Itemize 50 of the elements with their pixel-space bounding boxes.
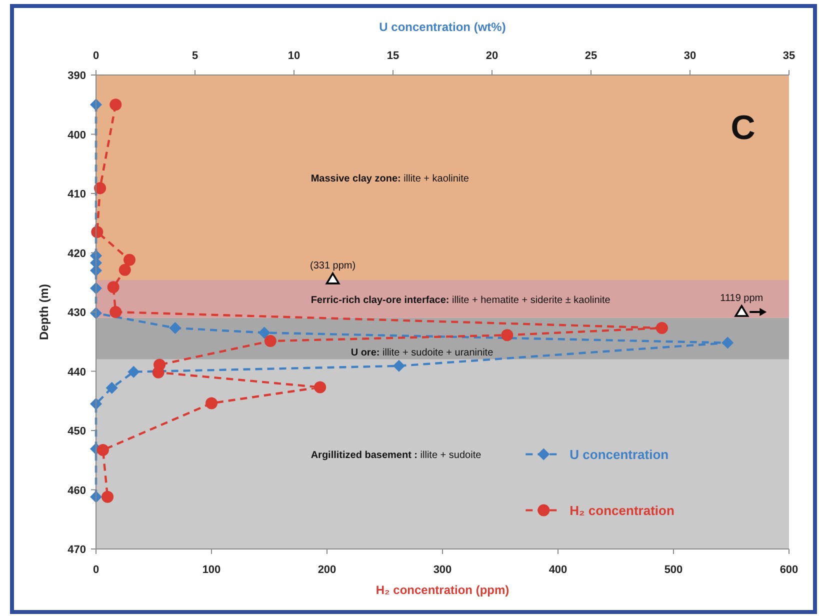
- annotation: C: [730, 109, 756, 147]
- x-tick-label: 0: [92, 564, 100, 576]
- point: [102, 490, 114, 503]
- y-tick-label: 450: [68, 426, 86, 438]
- y-tick-label: 430: [68, 307, 86, 319]
- x2-tick-label: 0: [92, 50, 100, 62]
- legend-label: H₂ concentration: [570, 503, 674, 518]
- x-tick-label: 200: [318, 564, 336, 576]
- point: [96, 444, 109, 456]
- point: [94, 182, 106, 194]
- y-tick-label: 400: [68, 129, 86, 142]
- point: [110, 98, 122, 111]
- point: [314, 381, 326, 394]
- x2-tick-label: 35: [782, 50, 796, 62]
- band-label: Argillitized basement : illite + sudoite: [310, 450, 482, 462]
- y-tick-label: 440: [68, 366, 86, 378]
- x-tick-label: 400: [548, 564, 568, 576]
- x2-tick-label: 15: [386, 50, 400, 62]
- band-label: Massive clay zone: illite + kaolinite: [310, 174, 470, 185]
- x-axis-title: H₂ concentration (ppm): [376, 583, 510, 597]
- x2-tick-label: 25: [584, 50, 598, 62]
- point: [656, 322, 668, 334]
- x-tick-label: 600: [780, 564, 798, 576]
- band-label: U ore: illite + sudoite + uraninite: [350, 348, 494, 359]
- annotation: (331 ppm): [310, 260, 356, 272]
- point: [123, 254, 136, 266]
- point: [118, 264, 131, 276]
- point: [206, 397, 218, 410]
- y-tick-label: 460: [68, 484, 86, 497]
- x2-tick-label: 5: [192, 50, 198, 62]
- y-tick-label: 390: [68, 70, 86, 82]
- point: [501, 329, 514, 342]
- y-tick-label: 410: [68, 188, 86, 200]
- x2-axis-title: U concentration (wt%): [379, 20, 506, 34]
- x2-tick-label: 20: [486, 50, 498, 62]
- x2-tick-label: 10: [288, 50, 300, 62]
- x-tick-label: 100: [202, 564, 221, 576]
- point: [107, 281, 120, 294]
- point: [91, 226, 104, 238]
- y-tick-label: 470: [68, 544, 86, 556]
- annotation: 1119 ppm: [720, 293, 764, 304]
- x-tick-label: 500: [664, 564, 683, 576]
- x2-tick-label: 30: [684, 50, 696, 62]
- x-tick-label: 300: [433, 564, 452, 576]
- point: [110, 306, 122, 318]
- band-label: Ferric-rich clay-ore interface: illite + hematite + siderite ± kaolinite: [310, 294, 611, 306]
- y-axis-title: Depth (m): [37, 284, 51, 340]
- legend-label: U concentration: [570, 447, 669, 462]
- point: [264, 335, 276, 348]
- y-tick-label: 420: [68, 248, 86, 260]
